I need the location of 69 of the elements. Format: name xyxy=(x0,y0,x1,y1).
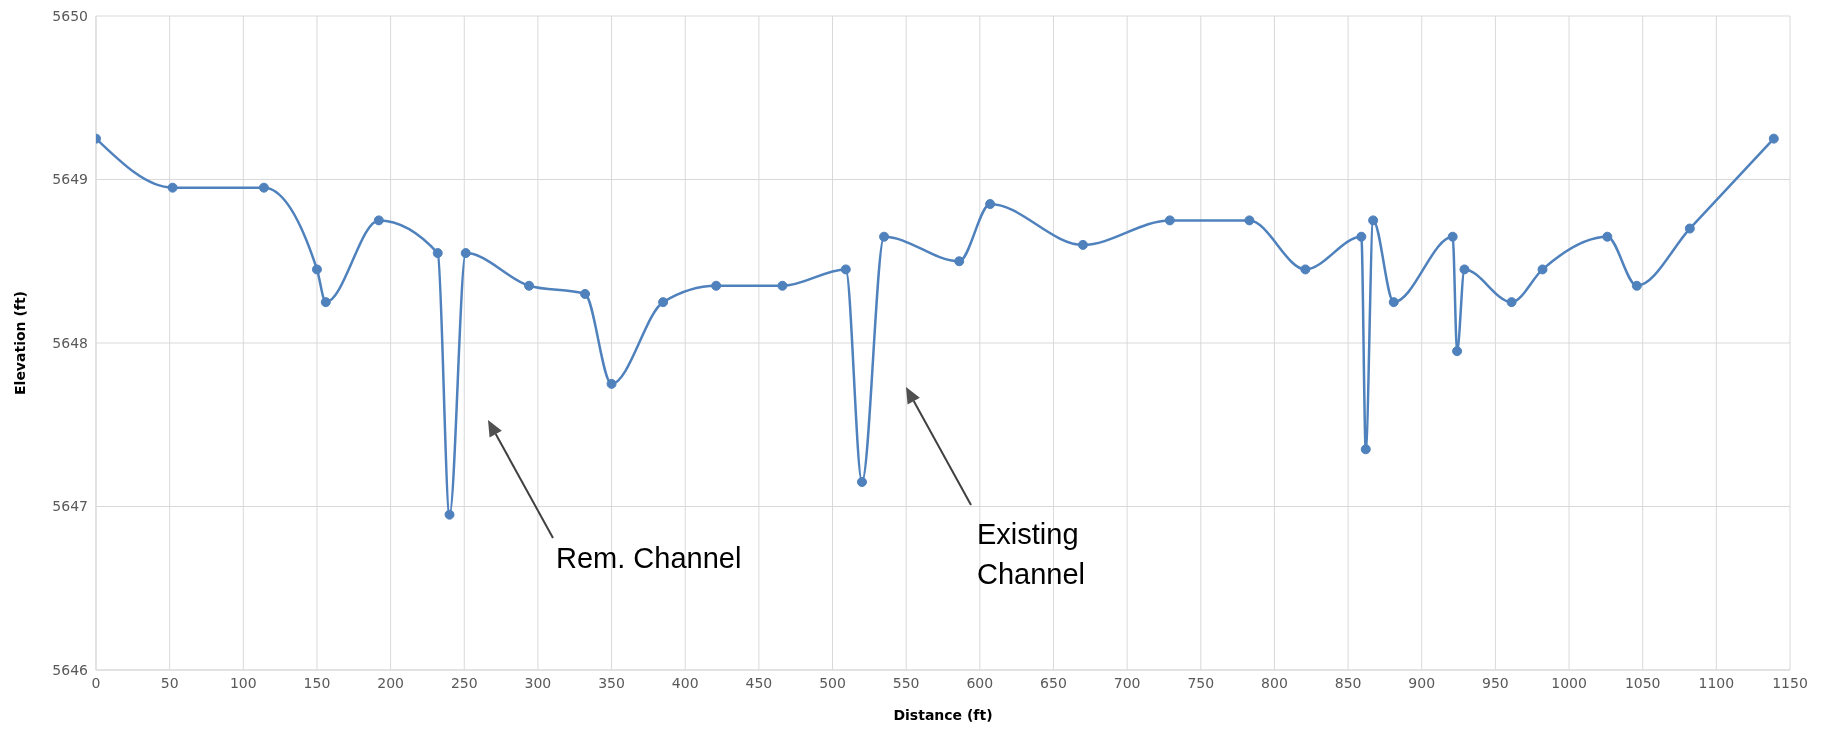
x-tick-label: 1050 xyxy=(1624,674,1661,691)
point xyxy=(320,297,331,308)
y-tick-label: 5649 xyxy=(52,171,88,188)
x-tick-label: 550 xyxy=(892,674,920,691)
y-axis-title: Elevation (ft) xyxy=(11,291,28,395)
x-tick-label: 1000 xyxy=(1551,674,1587,691)
point xyxy=(1077,239,1088,250)
annotation: Existing Channel xyxy=(977,518,1086,590)
point xyxy=(1506,297,1517,308)
point xyxy=(1447,231,1458,242)
x-tick-label: 100 xyxy=(229,674,257,691)
point xyxy=(1631,280,1642,291)
y-tick-label: 5648 xyxy=(52,334,88,351)
x-tick-label: 400 xyxy=(671,674,699,691)
point xyxy=(1537,264,1548,275)
annotation: Rem. Channel xyxy=(556,542,742,574)
x-tick-label: 500 xyxy=(819,674,846,691)
point xyxy=(840,264,851,275)
x-tick-label: 600 xyxy=(966,674,994,691)
y-tick-label: 5650 xyxy=(52,7,88,24)
x-tick-label: 1150 xyxy=(1772,674,1808,691)
point xyxy=(879,231,890,242)
point xyxy=(985,199,996,210)
point xyxy=(1360,444,1371,455)
point xyxy=(1602,231,1613,242)
x-tick-label: 450 xyxy=(745,674,773,691)
x-axis-title: Distance (ft) xyxy=(893,707,993,723)
point xyxy=(432,248,443,259)
point xyxy=(1452,346,1463,357)
x-tick-label: 1100 xyxy=(1698,674,1735,691)
y-tick-label: 5647 xyxy=(52,498,88,515)
point xyxy=(167,182,178,193)
point xyxy=(1164,215,1175,226)
point xyxy=(1768,133,1779,144)
x-tick-label: 300 xyxy=(524,674,552,691)
y-tick-label: 5646 xyxy=(52,661,89,678)
point xyxy=(1244,215,1255,226)
x-tick-label: 850 xyxy=(1334,674,1362,691)
x-tick-label: 900 xyxy=(1408,674,1436,691)
point xyxy=(460,248,471,259)
x-tick-label: 0 xyxy=(91,674,101,691)
point xyxy=(444,509,455,520)
point xyxy=(1459,264,1470,275)
x-tick-label: 650 xyxy=(1040,674,1067,691)
point xyxy=(658,297,669,308)
point xyxy=(1388,297,1399,308)
point xyxy=(373,215,384,226)
point xyxy=(1684,223,1695,234)
point xyxy=(1356,231,1367,242)
point xyxy=(856,476,867,487)
x-tick-label: 700 xyxy=(1113,674,1141,691)
x-tick-label: 750 xyxy=(1187,674,1215,691)
point xyxy=(606,378,617,389)
point xyxy=(777,280,788,291)
point xyxy=(580,288,591,299)
x-tick-label: 350 xyxy=(598,674,625,691)
point xyxy=(1368,215,1379,226)
x-tick-label: 250 xyxy=(450,674,478,691)
point xyxy=(711,280,722,291)
point xyxy=(524,280,535,291)
point xyxy=(258,182,269,193)
x-tick-label: 950 xyxy=(1482,674,1509,691)
x-tick-label: 200 xyxy=(377,674,404,691)
point xyxy=(954,256,965,267)
x-tick-label: 150 xyxy=(303,674,331,691)
x-tick-label: 50 xyxy=(160,674,179,691)
point xyxy=(1300,264,1311,275)
x-tick-label: 800 xyxy=(1261,674,1288,691)
point xyxy=(311,264,322,275)
